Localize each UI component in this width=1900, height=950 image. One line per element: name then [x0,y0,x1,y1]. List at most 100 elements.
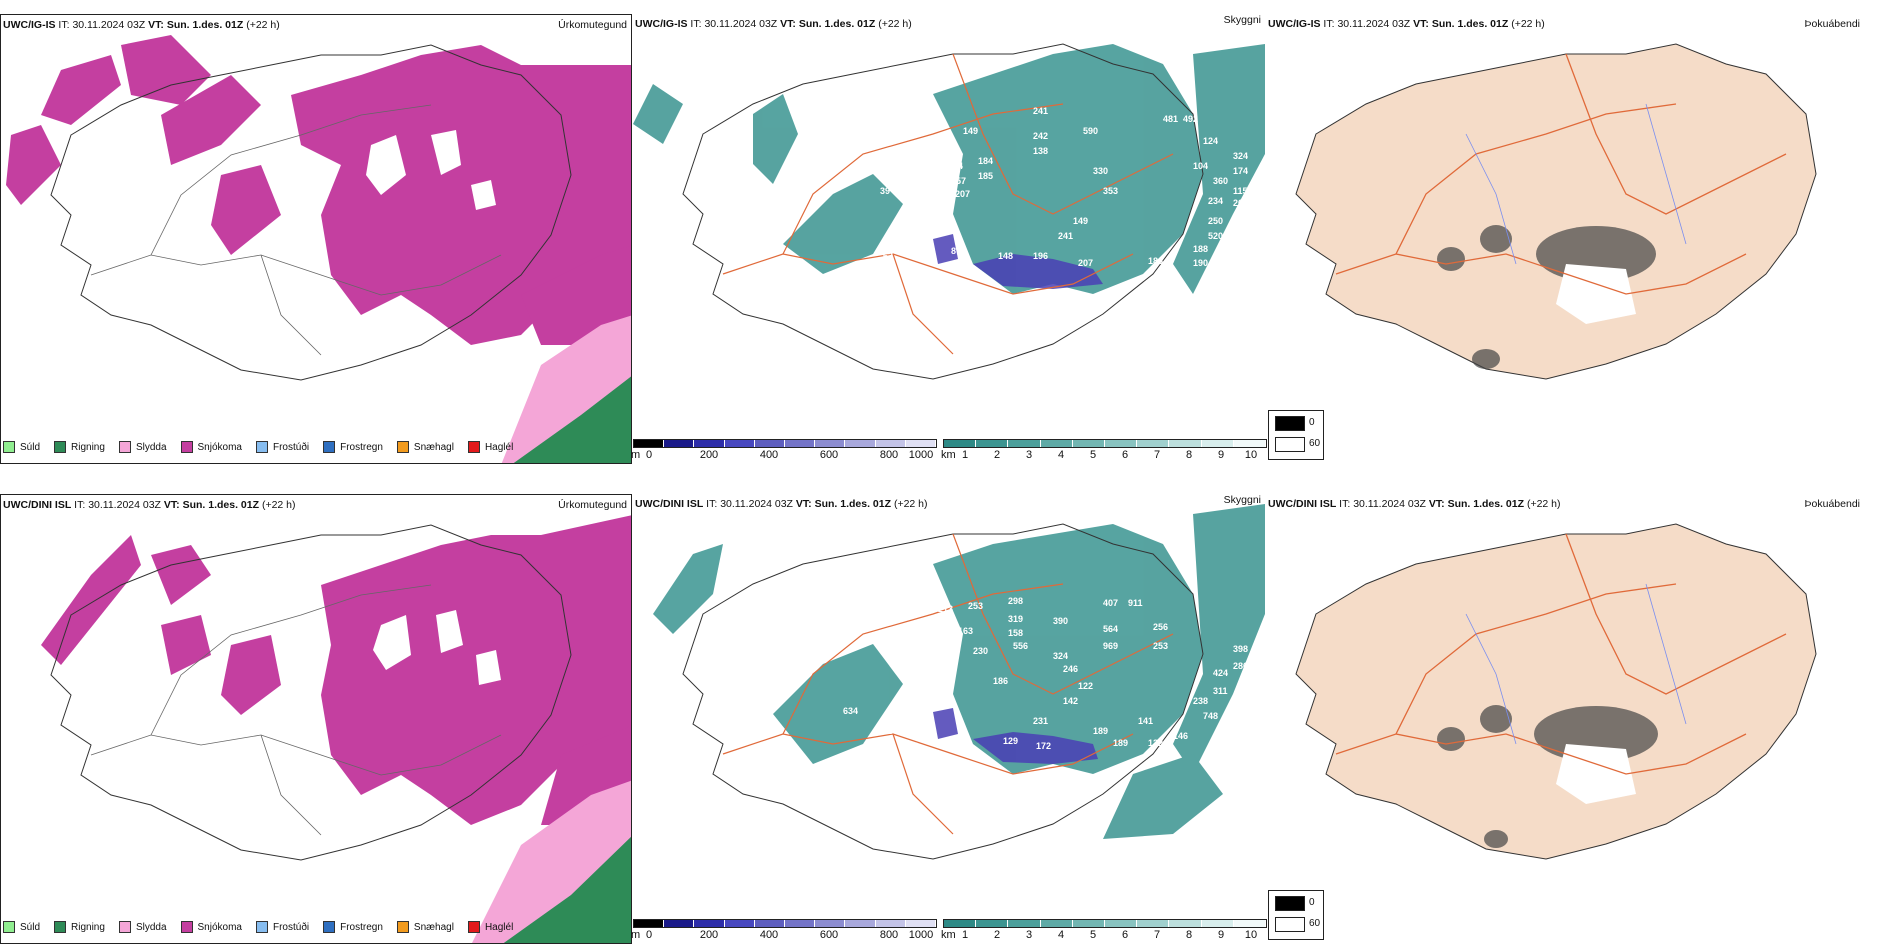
height-label: 98 [878,264,888,274]
visibility-ticks: 1 2 3 4 5 6 7 8 9 10 [961,929,1258,941]
height-label: 157 [951,176,966,186]
rivers [1465,103,1687,265]
height-label: 242 [1033,131,1048,141]
height-label: 294 [948,161,963,171]
height-label: 190 [1193,258,1208,268]
height-label: 124 [1203,136,1218,146]
height-label: 184 [978,156,993,166]
height-label: 492 [1183,114,1198,124]
height-label: 63 [883,251,893,261]
height-label: 213 [938,604,953,614]
panel-title: Þokuábendi [1804,18,1860,30]
low-cloud-area [933,708,1098,764]
height-label: 234 [1208,196,1223,206]
height-label: 207 [1078,258,1093,268]
height-label: 276 [878,726,893,736]
roads [1335,53,1787,295]
height-label: 969 [1103,641,1118,651]
height-label: 390 [1053,616,1068,626]
snow-area [6,35,631,345]
height-label: 246 [1063,664,1078,674]
height-label: 163 [958,626,973,636]
height-label: 196 [1033,251,1048,261]
height-label: 39 [880,186,890,196]
fog-index-key-row1: 0 60 [1268,410,1324,460]
visibility-panel-row1: UWC/IG-IS IT: 30.11.2024 03Z VT: Sun. 1.… [633,14,1265,464]
legend-item: Frostregn [323,441,383,453]
height-label: 330 [1093,166,1108,176]
fog-index-map [1295,43,1817,380]
height-label: 253 [1153,641,1168,651]
visibility-ticks: 1 2 3 4 5 6 7 8 9 10 [961,449,1258,461]
legend-item: Súld [3,921,40,933]
fog-index-panel-row1: UWC/IG-IS IT: 30.11.2024 03Z VT: Sun. 1.… [1266,14,1900,464]
height-label: 186 [993,676,1008,686]
height-label: 104 [1193,161,1208,171]
roads [90,584,502,836]
legend-item: Slydda [118,921,167,933]
rain-area [513,376,631,463]
height-label: 122 [1148,738,1163,748]
panel-title: Úrkomutegund [558,499,627,511]
height-ticks: 0 200 400 600 800 1000 [645,929,934,941]
height-label: 230 [973,646,988,656]
legend-item: Frostúði [255,441,309,453]
height-label: 256 [1153,622,1168,632]
height-label: 141 [1138,716,1153,726]
rivers [1465,583,1687,745]
fog-index-key-row2: 0 60 [1268,890,1324,940]
height-label: 353 [1103,186,1118,196]
height-label: 564 [1103,624,1118,634]
height-label: 115 [1233,186,1248,196]
height-label: 189 [1113,738,1128,748]
roads [722,53,1174,355]
height-label: 286 [1233,661,1248,671]
visibility-map: 213 253 298 407 911 319 390 511 163 158 564 256 205 9… [653,504,1265,860]
height-label: 298 [1008,596,1023,606]
height-label: 253 [968,601,983,611]
legend-item: Frostregn [323,921,383,933]
height-label: 88 [953,736,963,746]
roads [1335,533,1787,775]
low-visibility-area [653,504,1265,839]
height-label: 556 [1013,641,1028,651]
visibility-panel-row2: UWC/DINI ISL IT: 30.11.2024 03Z VT: Sun.… [633,494,1265,944]
fog-index-panel-row2: UWC/DINI ISL IT: 30.11.2024 03Z VT: Sun.… [1266,494,1900,944]
roads [90,104,502,356]
height-label: 189 [1093,726,1108,736]
iceland-outline [50,524,572,861]
height-label: 188 [1193,244,1208,254]
legend-item: Snæhagl [396,441,454,453]
height-label: 186 [1148,256,1163,266]
legend-item: Snjókoma [180,921,242,933]
legend-item: Haglél [467,441,513,453]
height-label: 324 [1233,151,1248,161]
fog-index-map [1295,523,1817,860]
precip-type-map [6,35,631,463]
height-label: 142 [1063,696,1078,706]
height-label: 129 [1003,736,1018,746]
iceland-outline [682,43,1204,380]
roads [722,533,1174,835]
low-cloud-area [933,234,1103,289]
height-label: 748 [1203,711,1218,721]
height-label: 324 [1053,651,1068,661]
height-label: 231 [1033,716,1048,726]
height-label: 148 [998,251,1013,261]
height-label: 432 [933,141,948,151]
panel-header: UWC/DINI ISL IT: 30.11.2024 03Z VT: Sun.… [1268,498,1561,510]
height-label: 326 [1233,226,1248,236]
legend-item: Rigning [54,441,105,453]
precip-type-panel-row2: UWC/DINI ISL IT: 30.11.2024 03Z VT: Sun.… [0,494,632,944]
panel-title: Skyggni [1223,494,1261,506]
height-label: 398 [1233,644,1248,654]
height-label: 241 [1058,231,1073,241]
height-label: 149 [1073,216,1088,226]
height-label: 311 [1213,686,1228,696]
precip-type-map [41,515,631,943]
snow-area [41,515,631,825]
height-label: 265 [1233,198,1248,208]
legend-item: Snæhagl [396,921,454,933]
height-label: 145 [858,276,873,286]
